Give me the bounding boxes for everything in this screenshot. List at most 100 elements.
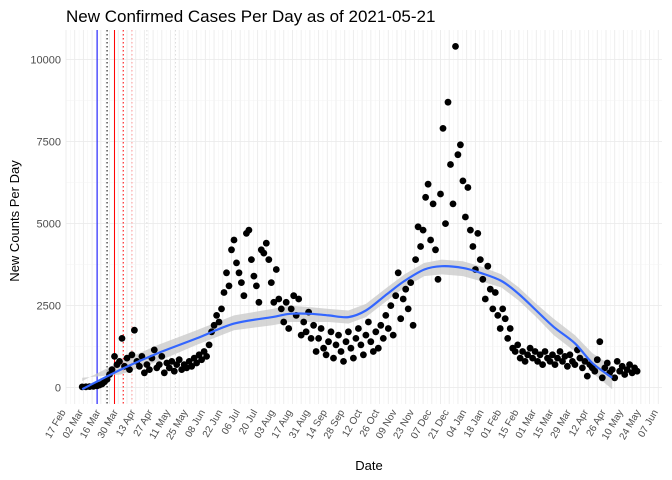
data-point [399,295,407,303]
data-point [158,353,166,360]
data-point [332,341,340,349]
data-point [469,243,477,250]
data-point [312,348,320,355]
data-point [310,321,317,329]
data-point [501,315,509,323]
data-point [325,338,332,346]
data-point [170,367,178,375]
data-point [519,348,526,355]
data-point [417,243,424,250]
data-point [633,367,641,375]
data-point [499,305,507,313]
data-point [235,269,243,277]
data-point [608,366,616,373]
data-point [223,269,230,277]
data-point [270,298,278,306]
y-axis-title: New Counts Per Day [7,160,22,282]
data-point [434,275,442,283]
data-point [414,223,422,231]
data-point [317,325,325,332]
data-point [491,289,499,296]
data-point [287,305,295,313]
data-point [230,236,238,244]
data-point [427,236,434,244]
data-point [444,98,452,106]
data-point [384,325,392,332]
data-point [551,361,559,368]
data-point [464,184,472,191]
data-point [452,43,459,50]
data-point [382,312,390,319]
data-point [541,348,549,355]
data-point [267,279,275,286]
data-point [262,239,270,247]
data-point [506,325,514,332]
data-point [233,259,240,267]
data-point [442,220,449,228]
data-point [397,315,405,323]
data-point [546,358,554,365]
data-point [409,321,417,329]
data-point [402,285,410,293]
data-point [504,335,512,342]
data-point [536,351,544,359]
data-point [250,272,258,280]
data-point [238,279,245,286]
data-point [611,374,619,382]
data-point [360,351,367,359]
data-point [355,325,362,332]
data-point [131,326,138,334]
data-point [437,190,444,198]
data-point [432,246,439,254]
data-point [529,354,536,362]
data-point [322,351,330,359]
data-point [300,318,308,326]
data-point [302,328,310,336]
data-point [556,348,564,355]
y-tick-label: 7500 [37,137,61,149]
data-point [576,354,584,362]
data-point [447,161,454,168]
data-point [275,295,283,303]
data-point [526,344,534,352]
data-point [494,312,502,319]
data-point [374,344,382,352]
data-point [598,374,606,382]
data-point [265,256,273,263]
data-point [136,362,143,370]
data-point [387,302,395,309]
data-point [454,151,462,159]
data-point [350,354,357,362]
data-point [613,358,621,365]
data-point [486,285,494,293]
data-point [327,328,335,336]
data-point [245,226,253,234]
data-point [422,193,429,201]
data-point [581,358,589,365]
data-point [210,321,218,329]
data-point [213,312,221,319]
data-point [462,213,469,221]
data-point [618,362,626,370]
data-point [412,256,419,263]
data-point [203,353,211,360]
data-point [389,331,397,339]
data-point [479,275,487,283]
data-point [521,358,529,365]
data-point [365,318,372,326]
data-point [141,369,148,377]
data-point [489,305,497,313]
data-point [347,344,355,352]
data-point [626,361,633,368]
data-point [524,351,531,359]
data-point [379,335,387,342]
data-point [155,361,163,368]
data-point [128,351,136,359]
data-point [330,354,337,362]
data-point [255,298,263,306]
data-point [188,362,196,370]
data-point [240,292,248,300]
data-point [345,328,352,336]
data-point [280,318,288,326]
data-point [583,372,591,380]
